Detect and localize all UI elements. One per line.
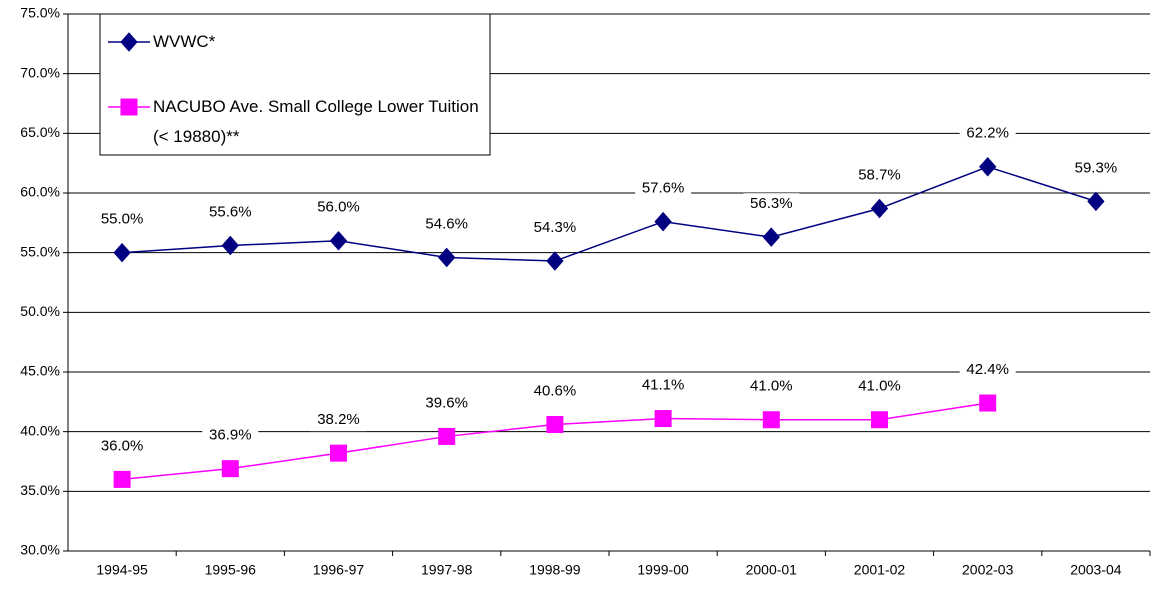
series-line bbox=[122, 165, 1097, 262]
x-tick-label: 1997-98 bbox=[421, 562, 473, 578]
label-bg bbox=[635, 374, 692, 397]
point bbox=[871, 411, 888, 429]
y-tick-label: 60.0% bbox=[20, 184, 60, 200]
data-label: 41.0% bbox=[858, 378, 901, 395]
data-label: 55.0% bbox=[101, 211, 144, 228]
data-label: 41.0% bbox=[750, 378, 793, 395]
x-tick-label: 1995-96 bbox=[205, 562, 257, 578]
point bbox=[870, 198, 889, 219]
data-label: 38.2% bbox=[317, 411, 360, 428]
label-bg bbox=[526, 380, 583, 403]
data-label: 62.2% bbox=[966, 125, 1009, 142]
label-bg bbox=[94, 208, 151, 231]
x-tick-label: 2001-02 bbox=[854, 562, 906, 578]
data-label: 56.0% bbox=[317, 199, 360, 216]
point bbox=[546, 251, 564, 271]
label-bg bbox=[310, 196, 367, 219]
label-bg bbox=[94, 435, 151, 458]
x-tick-label: 1996-97 bbox=[313, 562, 365, 578]
y-tick-label: 35.0% bbox=[20, 482, 60, 498]
point bbox=[762, 227, 780, 247]
data-label: 39.6% bbox=[425, 394, 468, 411]
point bbox=[329, 230, 348, 251]
data-label: 56.3% bbox=[750, 195, 793, 212]
x-tick-label: 1994-95 bbox=[96, 562, 148, 578]
label-bg bbox=[418, 392, 475, 415]
y-tick-label: 65.0% bbox=[20, 124, 60, 140]
x-tick-label: 2000-01 bbox=[746, 562, 798, 578]
data-label: 55.6% bbox=[209, 203, 252, 220]
point bbox=[546, 416, 564, 434]
label-bg bbox=[851, 375, 908, 398]
y-tick-label: 40.0% bbox=[20, 422, 60, 438]
x-tick-label: 1998-99 bbox=[529, 562, 581, 578]
y-tick-label: 75.0% bbox=[20, 5, 60, 21]
data-label: 36.0% bbox=[101, 437, 144, 454]
label-bg bbox=[851, 164, 908, 187]
data-label: 40.6% bbox=[534, 382, 577, 399]
x-tick-label: 2003-04 bbox=[1070, 562, 1122, 578]
data-label: 58.7% bbox=[858, 166, 901, 183]
x-tick-label: 2002-03 bbox=[962, 562, 1014, 578]
point bbox=[113, 470, 131, 488]
point bbox=[113, 242, 131, 263]
point bbox=[654, 211, 672, 232]
label-bg bbox=[743, 375, 800, 398]
legend-item: WVWC* bbox=[153, 32, 216, 51]
label-bg bbox=[202, 201, 259, 224]
legend-label: WVWC* bbox=[153, 32, 216, 51]
data-label: 54.3% bbox=[534, 219, 577, 236]
point bbox=[438, 427, 456, 445]
label-bg bbox=[418, 213, 475, 236]
y-tick-label: 50.0% bbox=[20, 303, 60, 319]
point bbox=[221, 235, 239, 256]
point bbox=[979, 156, 997, 177]
y-tick-label: 30.0% bbox=[20, 542, 60, 558]
label-bg bbox=[310, 409, 367, 432]
point bbox=[120, 98, 138, 116]
data-label: 54.6% bbox=[425, 215, 468, 232]
point bbox=[979, 394, 997, 412]
label-bg bbox=[1067, 157, 1124, 180]
point bbox=[330, 444, 347, 462]
point bbox=[1087, 191, 1105, 212]
x-tick-label: 1999-00 bbox=[637, 562, 689, 578]
data-label: 59.3% bbox=[1075, 159, 1118, 176]
label-bg bbox=[635, 177, 692, 200]
y-tick-label: 70.0% bbox=[20, 64, 60, 80]
y-tick-label: 55.0% bbox=[20, 243, 60, 259]
legend-label: NACUBO Ave. Small College Lower Tuition … bbox=[153, 97, 479, 146]
label-bg bbox=[526, 217, 583, 240]
legend-box bbox=[99, 13, 491, 156]
point bbox=[762, 411, 780, 429]
point bbox=[221, 460, 239, 478]
label-bg bbox=[959, 359, 1016, 382]
point bbox=[438, 247, 456, 268]
label-bg bbox=[202, 424, 259, 447]
y-tick-label: 45.0% bbox=[20, 363, 60, 379]
point bbox=[654, 410, 672, 428]
label-bg bbox=[959, 122, 1016, 145]
data-label: 41.1% bbox=[642, 377, 685, 394]
label-bg bbox=[743, 193, 800, 216]
legend-item: NACUBO Ave. Small College Lower Tuition … bbox=[153, 97, 479, 146]
data-label: 36.9% bbox=[209, 427, 252, 444]
data-label: 57.6% bbox=[642, 180, 685, 197]
data-label: 42.4% bbox=[966, 361, 1009, 378]
point bbox=[120, 32, 138, 52]
